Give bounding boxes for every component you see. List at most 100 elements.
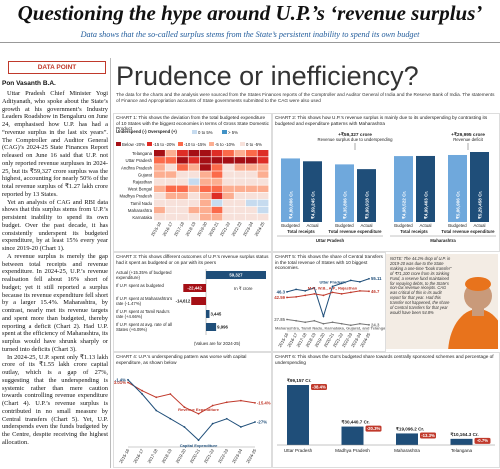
- underspend-label: -38.4%: [312, 384, 326, 389]
- heat-cell: [165, 185, 177, 192]
- heat-cell: [154, 171, 165, 178]
- category-label: If U.P. spent at Maharashtra’s rate (-1.…: [116, 296, 173, 306]
- heat-cell: [200, 157, 211, 164]
- point: [155, 396, 158, 399]
- heat-cell: [257, 164, 269, 171]
- point: [331, 321, 334, 324]
- heat-cell: [165, 199, 177, 207]
- photo: [386, 254, 498, 349]
- divider: [110, 58, 111, 468]
- chart-panel: ₹99,157 Cr. -38.4% Uttar Pradesh ₹30,440.7 …: [272, 352, 500, 468]
- point: [349, 291, 352, 294]
- legend-swatch: [222, 130, 227, 134]
- bar: [450, 438, 473, 445]
- chart-canvas: ₹4,80,806 Cr. Budgeted ₹4,59,245 Cr. Actual…: [277, 132, 496, 243]
- chart-panel: 2015-16 2016-17 2017-18 2018-19 2019-20 2020-…: [272, 252, 386, 352]
- point-label: 27.85: [274, 317, 285, 322]
- bar: [416, 155, 435, 222]
- legend-label: -15 to -20%: [153, 141, 176, 147]
- heat-cell: [165, 157, 177, 164]
- point-label: -27%: [257, 420, 267, 425]
- x-tick-label: 2015-16: [118, 447, 131, 464]
- section-intro: The data for the charts and the analysis…: [116, 92, 495, 103]
- chart-title: CHART 5: This shows the share of Central…: [275, 254, 383, 271]
- point: [313, 319, 316, 322]
- heat-cell: [211, 206, 223, 214]
- heat-cell: [154, 157, 165, 164]
- category-label: If U.P. spent as budgeted: [116, 283, 164, 288]
- heat-cell: [234, 192, 246, 200]
- underspend-pill: [365, 425, 382, 432]
- heat-cell: [223, 206, 234, 214]
- row-label: Rajasthan: [133, 179, 153, 184]
- bar: [287, 385, 309, 445]
- point: [295, 288, 298, 291]
- annotation: +₹29,995 crore: [451, 132, 485, 138]
- series-line: [286, 278, 370, 318]
- bar-value-label: ₹30,440.7 Cr.: [342, 420, 370, 425]
- point: [239, 399, 242, 402]
- heat-cell: [234, 199, 246, 207]
- annotation-note: Revenue surplus due to underspending: [317, 137, 393, 142]
- bar-value-label: ₹19,096.2 Cr.: [396, 426, 424, 431]
- heat-cell: [154, 185, 165, 192]
- legend-swatch: [192, 130, 197, 134]
- row-label: Tamil Nadu: [131, 201, 153, 206]
- point-label: 24.3: [371, 322, 380, 327]
- point: [358, 322, 361, 325]
- bar-value-label: ₹4,35,806 Cr.: [343, 191, 348, 219]
- heat-cell: [188, 199, 200, 207]
- heat-cell: [200, 171, 211, 178]
- bar-value-label: ₹5,06,906 Cr.: [456, 191, 461, 219]
- bar-value-label: ₹4,99,463 Cr.: [424, 191, 429, 219]
- series-name: Revenue Expenditure: [178, 407, 220, 412]
- headline: Questioning the hype around U.P.’s ‘reve…: [17, 1, 483, 25]
- category-label: Maharashtra: [394, 448, 420, 453]
- annotation: +₹59,327 crore: [338, 132, 372, 138]
- point: [349, 279, 352, 282]
- x-tick-label: 2019-20: [175, 447, 188, 464]
- paragraph: A revenue surplus is merely the gap betw…: [2, 252, 108, 353]
- row-label: Telangana: [132, 151, 152, 156]
- point-label: 42.59: [274, 295, 285, 300]
- heat-cell: [257, 157, 269, 164]
- series-line: [127, 379, 256, 441]
- bar: [335, 164, 354, 222]
- heat-cell: [223, 150, 234, 157]
- heat-cell: [177, 157, 188, 164]
- group-name: Uttar Pradesh: [316, 238, 345, 243]
- heat-cell: [211, 164, 223, 171]
- heat-cell: [246, 171, 257, 178]
- bar-name: Actual: [474, 223, 486, 228]
- bar-value-label: 59,327: [229, 273, 243, 278]
- annotation-note: Revenue deficit: [453, 137, 483, 142]
- heat-cell: [257, 192, 269, 200]
- point: [313, 292, 316, 295]
- underspend-label: -13.3%: [421, 433, 435, 438]
- legend-title: Underspend (-) Overspend (+): [116, 129, 177, 134]
- legend-label: Below -20%: [122, 141, 145, 147]
- heat-cell: [246, 206, 257, 214]
- heat-cell: [154, 192, 165, 200]
- heat-cell: [257, 213, 269, 221]
- x-tick-label: 2022-23: [217, 447, 230, 464]
- bar: [357, 169, 376, 222]
- point: [127, 378, 129, 381]
- heat-cell: [154, 164, 165, 171]
- category-label: Uttar Pradesh: [284, 448, 313, 453]
- row-label: Andhra Pradesh: [121, 165, 153, 170]
- heat-cell: [188, 171, 200, 178]
- point-label: -3.01%: [114, 380, 126, 385]
- point: [368, 277, 370, 280]
- heat-cell: [234, 213, 246, 221]
- point: [304, 321, 307, 324]
- point: [225, 417, 228, 420]
- chart-panel: 2015-16 2016-17 2017-18 2018-19 2019-20 2020-…: [113, 352, 272, 468]
- heat-cell: [234, 185, 246, 192]
- heat-cell: [211, 157, 223, 164]
- row-label: Karnataka: [132, 215, 152, 220]
- bar: [183, 284, 206, 292]
- legend-swatch: [240, 142, 245, 146]
- row-label: Gujarat: [138, 172, 153, 177]
- heat-cell: [246, 192, 257, 200]
